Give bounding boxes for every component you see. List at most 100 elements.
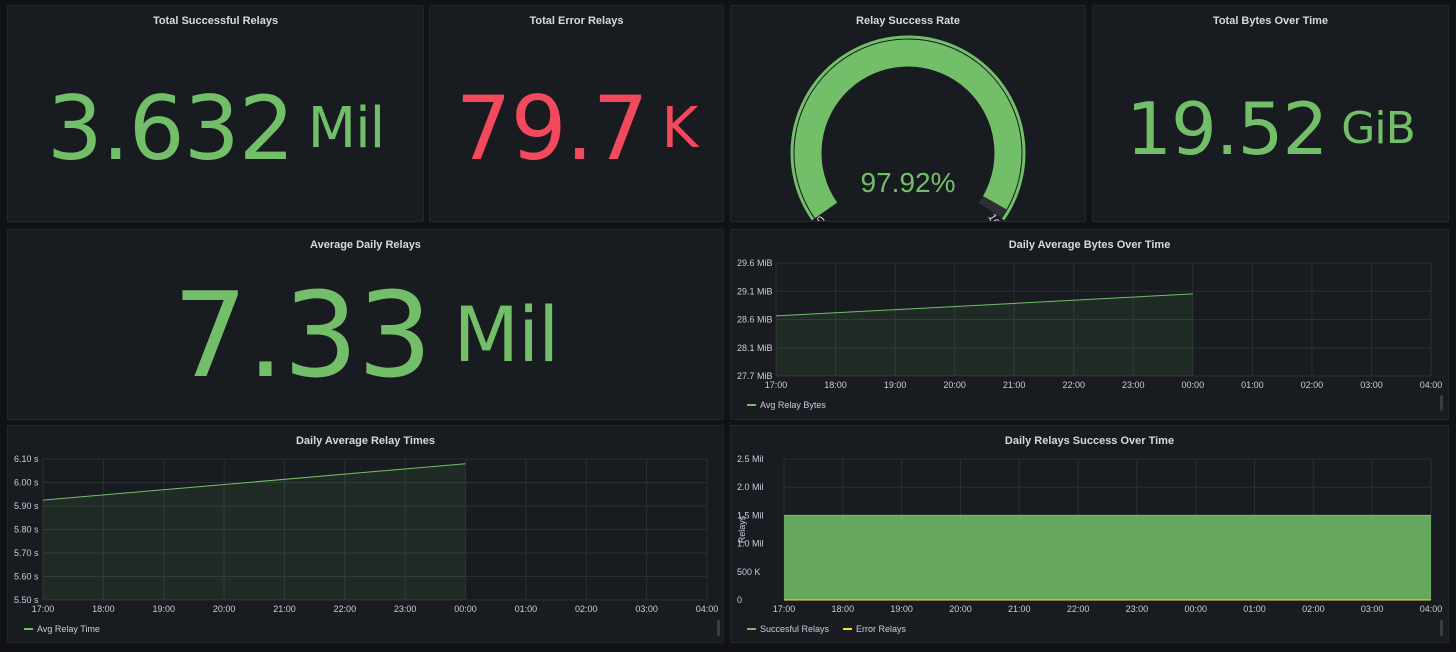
panel-daily-average-bytes: Daily Average Bytes Over Time 27.7 MiB 28…	[730, 229, 1449, 420]
y-tick-label: 2.5 Mil	[737, 454, 764, 464]
relays-success-chart[interactable]: 0 500 K 1.0 Mil 1.5 Mil 2.0 Mil 2.5 Mil 17:00 1…	[731, 426, 1448, 642]
y-tick-label: 2.0 Mil	[737, 482, 764, 492]
gauge-max-label: 100	[985, 212, 1005, 221]
x-tick-label: 20:00	[213, 604, 236, 614]
x-tick-label: 00:00	[454, 604, 477, 614]
stat-value-container: 19.52 GiB	[1093, 36, 1448, 221]
legend-scrollbar[interactable]	[1440, 620, 1443, 636]
x-tick-label: 23:00	[1126, 604, 1149, 614]
x-tick-label: 02:00	[575, 604, 598, 614]
legend-scrollbar[interactable]	[717, 620, 720, 636]
x-tick-label: 04:00	[696, 604, 719, 614]
panel-title[interactable]: Daily Average Relay Times	[295, 435, 435, 447]
x-tick-label: 00:00	[1184, 604, 1207, 614]
legend-swatch	[747, 404, 756, 406]
gauge: 97.92% 0 100	[790, 35, 1026, 221]
y-tick-label: 5.50 s	[14, 595, 39, 605]
legend-label[interactable]: Succesful Relays	[760, 624, 830, 634]
y-tick-label: 6.10 s	[14, 454, 39, 464]
y-tick-label: 5.80 s	[14, 525, 39, 535]
panel-relay-success-rate: Relay Success Rate 97.92% 0 100	[730, 5, 1086, 222]
series-area	[776, 293, 1193, 376]
x-tick-label: 03:00	[1360, 380, 1383, 390]
panel-title[interactable]: Average Daily Relays	[310, 239, 421, 251]
x-tick-label: 23:00	[1122, 380, 1145, 390]
x-tick-label: 21:00	[1003, 380, 1026, 390]
panel-title[interactable]: Total Successful Relays	[152, 15, 279, 27]
legend-label[interactable]: Avg Relay Bytes	[760, 400, 826, 410]
stat-value: 79.7	[455, 76, 649, 180]
panel-title[interactable]: Relay Success Rate	[856, 15, 960, 27]
y-tick-label: 27.7 MiB	[737, 371, 773, 381]
x-tick-label: 18:00	[832, 604, 855, 614]
x-tick-label: 01:00	[1241, 380, 1264, 390]
x-tick-label: 18:00	[824, 380, 847, 390]
x-tick-label: 01:00	[1243, 604, 1266, 614]
stat-value: 19.52	[1126, 86, 1328, 171]
x-tick-label: 17:00	[773, 604, 796, 614]
y-tick-label: 28.6 MiB	[737, 315, 773, 325]
legend-label[interactable]: Avg Relay Time	[37, 624, 100, 634]
chart-legend: Avg Relay Time	[24, 624, 100, 634]
gauge-min-label: 0	[815, 214, 828, 221]
stat-value: 3.632	[46, 76, 295, 180]
legend-scrollbar[interactable]	[1440, 395, 1443, 411]
x-tick-label: 23:00	[394, 604, 417, 614]
x-tick-label: 20:00	[943, 380, 966, 390]
x-tick-label: 22:00	[1067, 604, 1090, 614]
gauge-outer-ring	[790, 35, 1026, 221]
legend-swatch	[747, 628, 756, 630]
x-tick-label: 02:00	[1301, 380, 1324, 390]
bytes-chart[interactable]: 27.7 MiB 28.1 MiB 28.6 MiB 29.1 MiB 29.6 MiB…	[731, 230, 1448, 419]
stat-value-container: 3.632 Mil	[8, 36, 423, 221]
y-tick-label: 5.70 s	[14, 548, 39, 558]
y-tick-label: 500 K	[737, 567, 761, 577]
x-tick-label: 04:00	[1420, 604, 1443, 614]
chart-legend: Avg Relay Bytes	[747, 400, 826, 410]
y-tick-label: 0	[737, 595, 742, 605]
panel-total-successful-relays: Total Successful Relays 3.632 Mil	[7, 5, 424, 222]
gauge-value: 97.92%	[861, 167, 956, 198]
x-tick-label: 04:00	[1420, 380, 1443, 390]
series-area	[43, 463, 466, 600]
y-tick-label: 6.00 s	[14, 478, 39, 488]
x-tick-label: 17:00	[765, 380, 788, 390]
y-tick-label: 29.6 MiB	[737, 258, 773, 268]
stat-unit: Mil	[307, 95, 385, 161]
panel-daily-relays-success: Daily Relays Success Over Time 0 500 K 1.0…	[730, 425, 1449, 643]
panel-title[interactable]: Total Error Relays	[529, 15, 624, 27]
stat-value-container: 79.7 K	[430, 36, 723, 221]
y-tick-label: 28.1 MiB	[737, 343, 773, 353]
y-axis-label: Relays	[737, 515, 747, 543]
x-tick-label: 02:00	[1302, 604, 1325, 614]
panel-total-error-relays: Total Error Relays 79.7 K	[429, 5, 724, 222]
stat-value: 7.33	[172, 265, 433, 404]
relay-times-chart[interactable]: 5.50 s 5.60 s 5.70 s 5.80 s 5.90 s 6.00 s 6.10…	[8, 426, 723, 642]
panel-title[interactable]: Total Bytes Over Time	[1212, 15, 1329, 27]
panel-title[interactable]: Daily Relays Success Over Time	[1004, 435, 1175, 447]
x-tick-label: 17:00	[32, 604, 55, 614]
x-tick-label: 01:00	[515, 604, 538, 614]
y-tick-label: 29.1 MiB	[737, 286, 773, 296]
stat-unit: K	[661, 95, 699, 161]
x-tick-label: 00:00	[1182, 380, 1205, 390]
x-tick-label: 21:00	[273, 604, 296, 614]
y-tick-label: 5.90 s	[14, 501, 39, 511]
panel-title[interactable]: Daily Average Bytes Over Time	[1008, 239, 1171, 251]
series-line	[775, 293, 1193, 317]
series-area	[784, 515, 1431, 600]
x-tick-label: 22:00	[334, 604, 357, 614]
x-tick-label: 18:00	[92, 604, 115, 614]
legend-swatch	[843, 628, 853, 630]
legend-label[interactable]: Error Relays	[856, 624, 907, 634]
panel-average-daily-relays: Average Daily Relays 7.33 Mil	[7, 229, 724, 420]
series-line	[42, 463, 466, 501]
x-tick-label: 19:00	[152, 604, 175, 614]
legend-swatch	[24, 628, 33, 630]
gauge-fill	[794, 39, 1022, 219]
x-tick-label: 19:00	[890, 604, 913, 614]
y-tick-label: 5.60 s	[14, 572, 39, 582]
stat-unit: Mil	[453, 289, 559, 379]
x-tick-label: 03:00	[1361, 604, 1384, 614]
panel-total-bytes: Total Bytes Over Time 19.52 GiB	[1092, 5, 1449, 222]
